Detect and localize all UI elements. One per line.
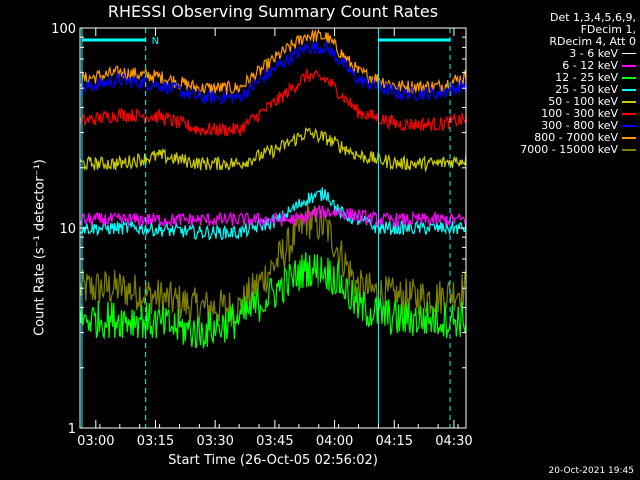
y-tick-label: 1 [68,422,76,437]
legend-item: 7000 - 15000 keV [466,144,636,156]
legend-swatch [622,65,636,67]
legend-item: 12 - 25 keV [466,72,636,84]
legend: Det 1,3,4,5,6,9, FDecim 1, RDecim 4, Att… [466,12,636,156]
legend-label: 800 - 7000 keV [534,131,618,144]
legend-label: 7000 - 15000 keV [520,143,618,156]
legend-header-line: RDecim 4, Att 0 [549,35,636,48]
legend-label: 300 - 800 keV [541,119,618,132]
legend-label: 25 - 50 keV [555,83,618,96]
x-tick-label: 03:15 [137,434,174,449]
legend-label: 50 - 100 keV [548,95,618,108]
legend-swatch [622,53,636,55]
chart-title: RHESSI Observing Summary Count Rates [107,2,439,21]
legend-label: 12 - 25 keV [555,71,618,84]
x-tick-label: 03:00 [77,434,114,449]
legend-item: 100 - 300 keV [466,108,636,120]
legend-item: 6 - 12 keV [466,60,636,72]
y-tick-label: 100 [51,22,76,37]
x-axis-title: Start Time (26-Oct-05 02:56:02) [168,453,378,468]
legend-swatch [622,125,636,127]
legend-swatch [622,89,636,91]
x-tick-label: 04:00 [316,434,353,449]
legend-swatch [622,113,636,115]
x-tick-label: 03:30 [196,434,233,449]
legend-header-line: Det 1,3,4,5,6,9, [549,11,636,24]
legend-item: 800 - 7000 keV [466,132,636,144]
x-tick-label: 03:45 [256,434,293,449]
y-tick-label: 10 [59,222,76,237]
legend-item: 50 - 100 keV [466,96,636,108]
legend-label: 3 - 6 keV [569,47,618,60]
legend-item: 300 - 800 keV [466,120,636,132]
legend-item: 25 - 50 keV [466,84,636,96]
series-line [79,28,467,95]
x-tick-label: 04:15 [376,434,413,449]
series-line [79,126,467,173]
legend-header-line: FDecim 1, [580,23,636,36]
legend-swatch [622,137,636,139]
footer-timestamp: 20-Oct-2021 19:45 [548,466,634,476]
legend-swatch [622,149,636,151]
legend-swatch [622,77,636,79]
series-line [79,68,467,138]
series-line [79,278,467,423]
series-line [79,40,467,105]
series-line [79,187,467,241]
legend-label: 100 - 300 keV [541,107,618,120]
legend-item: 3 - 6 keV [466,48,636,60]
series-line [79,252,467,349]
legend-swatch [622,101,636,103]
marker-label: N [152,36,159,47]
x-tick-label: 04:30 [435,434,472,449]
y-axis-title: Count Rate (s⁻¹ detector⁻¹) [32,159,48,336]
series-line [79,205,467,229]
legend-label: 6 - 12 keV [562,59,618,72]
